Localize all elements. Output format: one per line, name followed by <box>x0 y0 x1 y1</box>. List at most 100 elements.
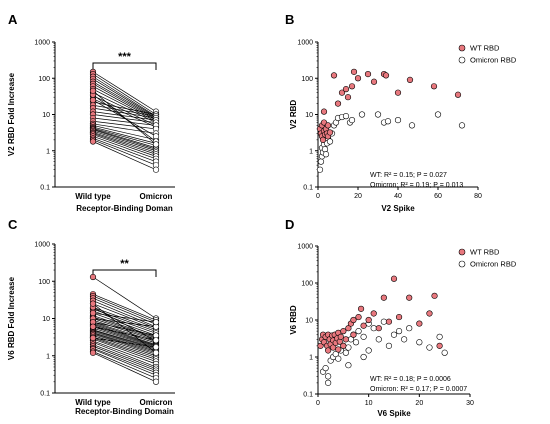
panel-d-wt-point <box>406 294 413 301</box>
panel-b-x-tick-label: 40 <box>394 193 402 200</box>
panel-a-significance-bracket <box>92 62 157 70</box>
panel-b-annotation-omicron: Omicron: R² = 0.19; P = 0.013 <box>370 182 463 189</box>
panel-c-pair-line <box>92 347 157 374</box>
panel-b-wt-point <box>406 76 414 84</box>
panel-a-x-axis-title: Receptor-Binding Doman <box>76 204 173 213</box>
panel-d-y-tick-label: 1000 <box>297 244 313 251</box>
panel-d-wt-point <box>345 325 352 332</box>
panel-d-y-tick-label: 10 <box>305 318 313 325</box>
panel-a-pair-line <box>92 125 157 141</box>
panel-b-wt-point <box>342 86 350 93</box>
panel-d-x-tick-label: 0 <box>316 400 320 407</box>
panel-b-omicron-point <box>374 111 382 118</box>
panel-d-wt-point <box>370 310 377 317</box>
panel-a-pair-line <box>92 135 157 160</box>
panel-d-omicron-point <box>385 342 393 349</box>
panel-b-wt-point <box>354 75 362 82</box>
panel-b-wt-point <box>364 71 372 78</box>
panel-a-pair-line <box>92 94 157 142</box>
panel-c-y-tick-label: 10 <box>42 316 50 323</box>
panel-d-wt-point <box>350 331 357 338</box>
panel-a-y-tick-label: 0.1 <box>40 185 50 192</box>
panel-a-pair-line <box>92 117 157 126</box>
panel-c-omicron-point <box>152 378 160 385</box>
panel-d-annotation-wt: WT: R² = 0.18; P = 0.0006 <box>370 376 451 383</box>
panel-d-omicron-point <box>325 379 332 386</box>
panel-b-y-axis-title: V2 RBD <box>289 100 298 130</box>
panel-a-pair-line <box>92 132 157 153</box>
panel-b-y-tick-label: 100 <box>301 76 313 83</box>
panel-a-pair-line <box>92 73 157 115</box>
panel-d-omicron-point <box>355 328 362 335</box>
panel-a-pair-line <box>92 81 157 119</box>
panel-a-pair-line <box>92 141 157 171</box>
panel-d-wt-point <box>436 342 443 349</box>
panel-b-chart: 0.1 1 10 100 1000 0 20 40 60 80 V2 Spike V2 RBD WT R… <box>289 40 517 214</box>
panel-a-pair-line <box>92 123 157 134</box>
panel-a-y-tick-label: 1000 <box>34 40 50 47</box>
panel-c-pair-line <box>92 336 157 358</box>
panel-b-wt-point <box>454 91 462 98</box>
panel-c-pair-line <box>92 297 157 325</box>
panel-c-pair-line <box>92 293 157 321</box>
panel-b-wt-point <box>334 100 342 107</box>
panel-d-x-tick-label: 10 <box>365 400 373 407</box>
panel-d-y-tick-label: 100 <box>301 281 313 288</box>
panel-a-pair-line <box>92 138 157 162</box>
panel-b-wt-point <box>319 136 327 143</box>
panel-d-omicron-point <box>360 353 367 361</box>
panel-d-omicron-point <box>401 336 408 343</box>
panel-d-wt-point <box>380 294 387 301</box>
panel-c-omicron-point <box>152 337 160 344</box>
panel-b-x-tick-label: 0 <box>316 193 320 200</box>
panel-a-pair-line <box>92 83 157 120</box>
panel-b-legend-omicron-label: Omicron RBD <box>470 56 517 65</box>
panel-a-pair-line <box>92 107 157 119</box>
panel-d-omicron-point <box>345 344 352 351</box>
panel-c-x-axis-title: Receptor-Binding Domain <box>75 407 174 416</box>
panel-a-wt-point <box>89 138 97 145</box>
panel-d-wt-point <box>385 318 393 325</box>
panel-a-category-label: Wild type <box>75 192 111 201</box>
panel-d-y-tick-label: 0.1 <box>303 392 313 399</box>
panel-c-pair-line <box>92 338 157 362</box>
panel-c-pair-line <box>92 300 157 328</box>
panel-d-omicron-point <box>360 333 367 340</box>
panel-a-pair-line <box>92 128 157 149</box>
panel-b-wt-point <box>394 89 402 96</box>
panel-c-category-label: Omicron <box>140 398 173 407</box>
panel-b-x-tick-label: 80 <box>474 193 482 200</box>
panel-a-pair-line <box>92 120 157 130</box>
panel-d-omicron-point <box>436 333 443 340</box>
panel-c-wt-point <box>89 273 97 281</box>
panel-a-pair-line <box>92 127 157 146</box>
panel-d-annotation-omicron: Omicron: R² = 0.17; P = 0.0007 <box>370 386 467 393</box>
panel-c-category-label: Wild type <box>75 398 111 407</box>
panel-a-pair-line <box>92 104 157 117</box>
panel-b-y-tick-label: 1000 <box>297 40 313 47</box>
panel-c-wt-point <box>89 300 97 307</box>
panel-c-pair-line <box>92 306 157 342</box>
panel-a-y-tick-label: 100 <box>38 76 50 83</box>
panel-d-omicron-point <box>335 355 342 362</box>
panel-d-y-tick-label: 1 <box>309 355 313 362</box>
panel-a-pair-line <box>92 111 157 121</box>
panel-b-omicron-point <box>408 122 416 129</box>
panel-c-pair-line <box>92 319 157 341</box>
panel-label-b: B <box>285 12 294 27</box>
panel-c-pair-line <box>92 340 157 365</box>
panel-b-omicron-point <box>384 118 392 125</box>
panel-c-pair-line <box>92 326 157 341</box>
panel-c-pair-line <box>92 323 157 345</box>
panel-b-wt-point <box>344 94 352 101</box>
panel-c-pair-line <box>92 327 157 348</box>
panel-d-legend-omicron-marker <box>458 260 466 268</box>
panel-a-wt-point <box>89 96 97 104</box>
panel-d-wt-point <box>337 333 344 340</box>
panel-c-wt-point <box>89 334 97 342</box>
panel-d-omicron-point <box>332 350 339 358</box>
panel-b-omicron-point <box>326 138 334 145</box>
panel-a-pair-line <box>92 129 157 150</box>
panel-c-pair-line <box>92 331 157 351</box>
panel-a-pair-line <box>92 134 157 157</box>
